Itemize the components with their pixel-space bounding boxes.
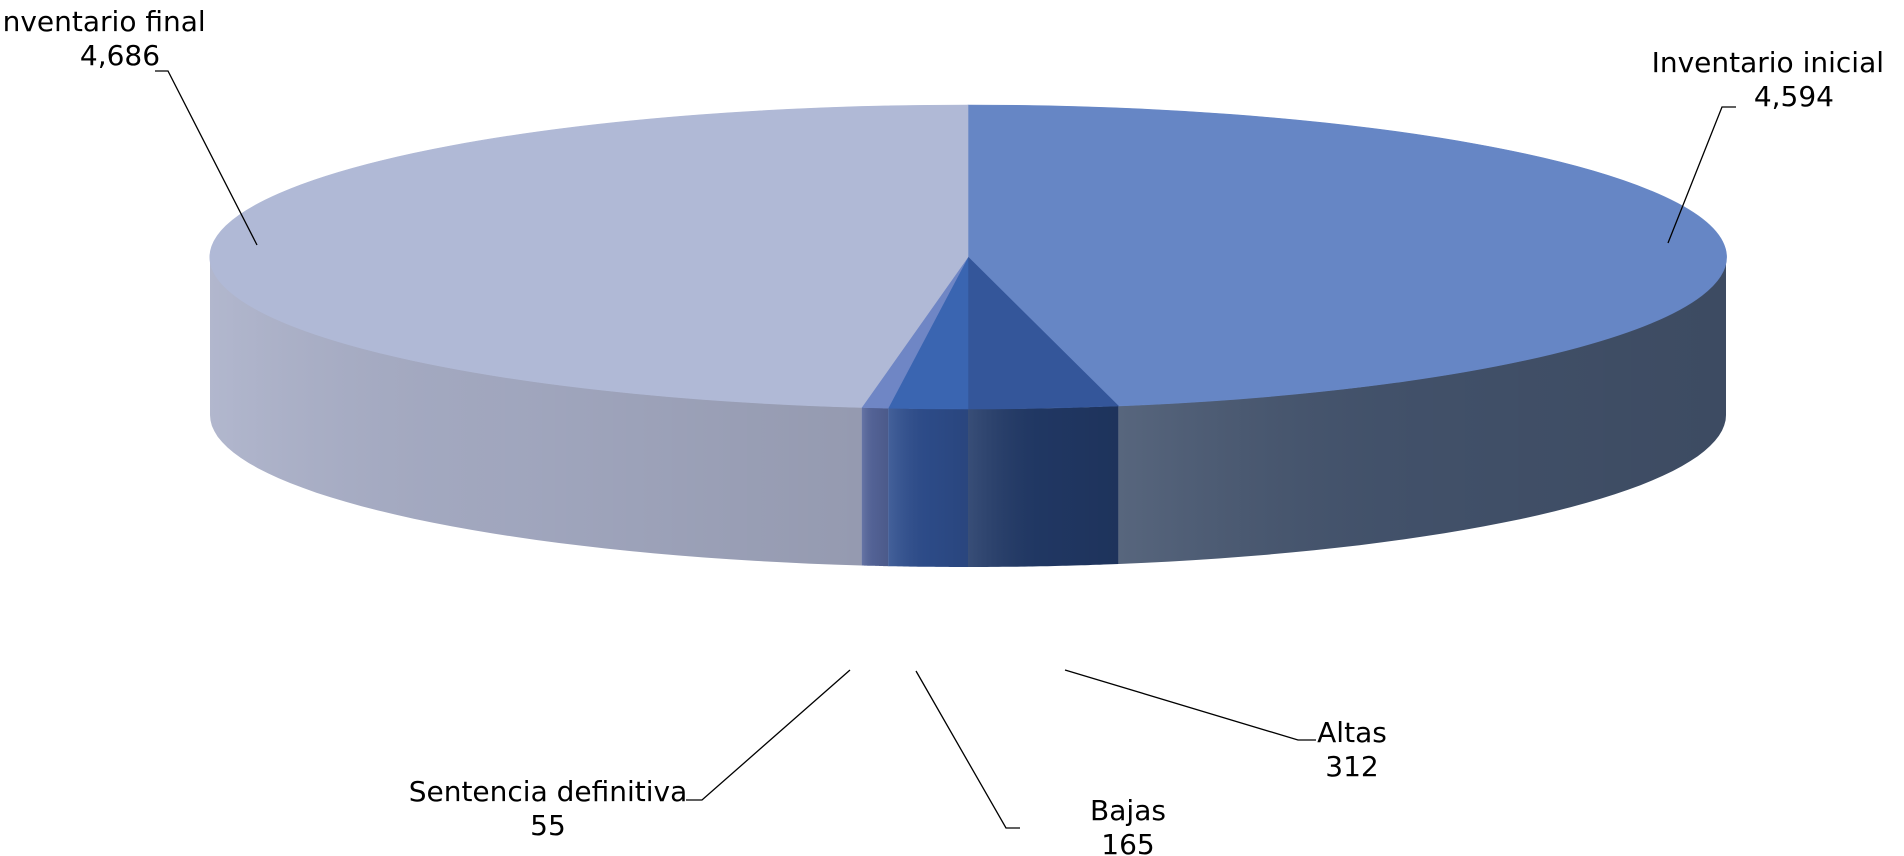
leader-line-inventario-final: [155, 70, 258, 246]
slice-side-inventario-inicial-shade: [1118, 257, 1726, 564]
leader-line-sentencia-definitiva: [686, 669, 851, 801]
pie-sides: [210, 257, 1726, 567]
label-altas-name: Altas: [1317, 716, 1387, 749]
label-inventario-final-name: Inventario final: [0, 5, 206, 38]
label-leader-lines: [155, 70, 1736, 829]
label-inventario-inicial-value: 4,594: [1754, 80, 1834, 113]
label-bajas-value: 165: [1101, 828, 1154, 856]
slice-side-altas-shade: [968, 406, 1119, 567]
label-inventario-inicial-name: Inventario inicial: [1652, 46, 1884, 79]
leader-line-bajas: [915, 670, 1020, 829]
slice-side-bajas-shade: [888, 408, 968, 567]
leader-line-altas: [1064, 669, 1316, 741]
slice-inventario-inicial: [967, 104, 1727, 407]
label-altas-value: 312: [1325, 750, 1378, 783]
label-bajas-name: Bajas: [1090, 794, 1166, 827]
label-sentencia-definitiva-value: 55: [530, 809, 566, 842]
label-inventario-final-value: 4,686: [80, 39, 160, 72]
slice-side-inventario-final-shade: [210, 257, 862, 566]
leader-line-inventario-inicial: [1667, 106, 1736, 244]
pie-tops: [209, 104, 1727, 410]
slice-side-sentencia-definitiva-shade: [861, 407, 889, 567]
slice-inventario-final: [209, 104, 969, 408]
label-sentencia-definitiva-name: Sentencia definitiva: [409, 775, 688, 808]
